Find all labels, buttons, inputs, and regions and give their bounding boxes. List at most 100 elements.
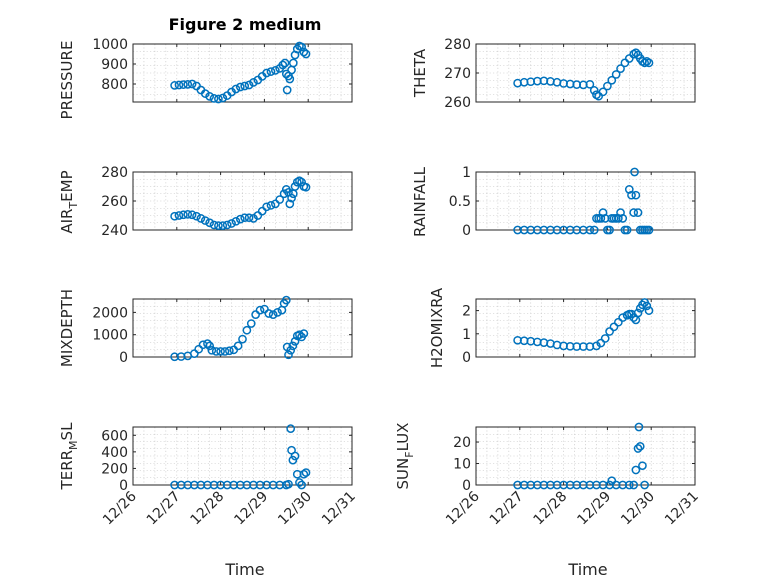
y-tick-label: 2 xyxy=(462,304,471,320)
y-tick-label: 1 xyxy=(462,327,471,343)
y-tick-label: 260 xyxy=(444,95,471,111)
data-point xyxy=(231,84,241,94)
x-tick-label: 12/29 xyxy=(574,489,614,529)
data-point xyxy=(605,327,614,336)
x-tick-label: 12/31 xyxy=(319,489,359,529)
data-point xyxy=(631,465,641,475)
data-point xyxy=(284,350,293,360)
data-point xyxy=(183,80,193,89)
axes-6: 0 1 2 xyxy=(462,298,696,366)
data-point xyxy=(266,67,276,76)
y-tick-label: 280 xyxy=(444,37,471,53)
data-point xyxy=(214,94,223,104)
data-point xyxy=(187,210,197,220)
data-point xyxy=(278,60,288,70)
y-tick-label: 1000 xyxy=(92,37,128,53)
data-point xyxy=(192,211,201,221)
data-point xyxy=(297,177,306,187)
data-point xyxy=(229,345,239,355)
data-point xyxy=(251,310,260,319)
data-point xyxy=(299,469,309,479)
data-point xyxy=(286,345,296,355)
y-tick-label: 1 xyxy=(462,165,471,181)
data-point xyxy=(280,58,290,68)
data-point xyxy=(207,345,217,355)
data-point xyxy=(281,295,291,305)
data-point xyxy=(192,81,201,91)
data-point xyxy=(297,42,306,52)
data-point xyxy=(614,317,623,327)
data-point xyxy=(260,304,269,314)
data-point xyxy=(174,211,184,220)
data-point xyxy=(301,182,311,192)
data-point xyxy=(170,81,179,90)
data-point xyxy=(246,319,256,328)
data-point xyxy=(638,461,647,471)
data-point xyxy=(189,349,199,359)
data-point xyxy=(238,334,247,344)
data-point xyxy=(605,225,614,235)
xlabel-left: Time xyxy=(224,560,264,579)
data-point xyxy=(630,167,639,177)
data-point xyxy=(635,441,645,451)
data-point xyxy=(179,80,188,89)
data-point xyxy=(218,93,228,103)
x-tick-label: 12/30 xyxy=(618,489,658,529)
data-point xyxy=(638,300,647,310)
data-point xyxy=(594,91,603,101)
x-tick-label: 12/28 xyxy=(531,489,571,529)
y-tick-label: 800 xyxy=(101,77,128,93)
axes-box xyxy=(132,426,353,486)
data-point xyxy=(616,64,625,74)
data-point xyxy=(187,79,197,89)
x-tick-label: 12/27 xyxy=(144,489,184,529)
data-point xyxy=(205,92,214,101)
data-point xyxy=(603,81,612,91)
y-tick-label: 0 xyxy=(119,478,128,494)
xlabel-right: Time xyxy=(567,560,607,579)
data-point xyxy=(287,193,296,203)
data-point xyxy=(301,468,311,477)
data-point xyxy=(600,334,610,343)
data-point xyxy=(218,221,228,230)
ylabel-rainfall: RAINFALL xyxy=(411,166,429,237)
data-point xyxy=(634,422,644,432)
data-point xyxy=(624,480,634,490)
data-point xyxy=(196,214,206,223)
data-point xyxy=(607,75,617,85)
y-tick-label: 0 xyxy=(119,350,128,366)
axes-1: 800 900 1000 xyxy=(92,37,353,104)
data-point xyxy=(279,189,289,199)
data-point xyxy=(585,225,595,235)
ylabel-air-temp: AIRTEMP xyxy=(58,170,80,233)
y-tick-label: 280 xyxy=(101,165,128,181)
data-point xyxy=(627,190,636,200)
data-point xyxy=(183,209,193,219)
data-point xyxy=(249,78,258,87)
y-tick-label: 0 xyxy=(462,350,471,366)
data-point xyxy=(607,476,617,486)
ylabel-pressure: PRESSURE xyxy=(58,41,76,120)
axes-box xyxy=(132,43,353,103)
axes-layer: 800900100026027028024026028000.510100020… xyxy=(92,37,701,528)
data-point xyxy=(598,87,608,97)
data-point xyxy=(585,79,595,89)
data-point xyxy=(170,211,179,221)
data-point xyxy=(633,208,643,217)
data-point xyxy=(287,65,296,75)
data-point xyxy=(640,480,649,490)
data-point xyxy=(273,308,282,317)
data-point xyxy=(282,85,292,95)
y-tick-label: 400 xyxy=(101,445,128,461)
data-point xyxy=(257,206,267,216)
y-tick-label: 0.5 xyxy=(449,194,471,210)
data-point xyxy=(301,49,311,59)
ylabel-h2omixra: H2OMIXRA xyxy=(428,287,446,368)
y-tick-label: 240 xyxy=(101,223,128,239)
y-tick-label: 10 xyxy=(453,457,471,473)
ylabel-mixdepth: MIXDEPTH xyxy=(58,289,76,367)
data-point xyxy=(174,80,184,90)
data-point xyxy=(290,451,300,461)
